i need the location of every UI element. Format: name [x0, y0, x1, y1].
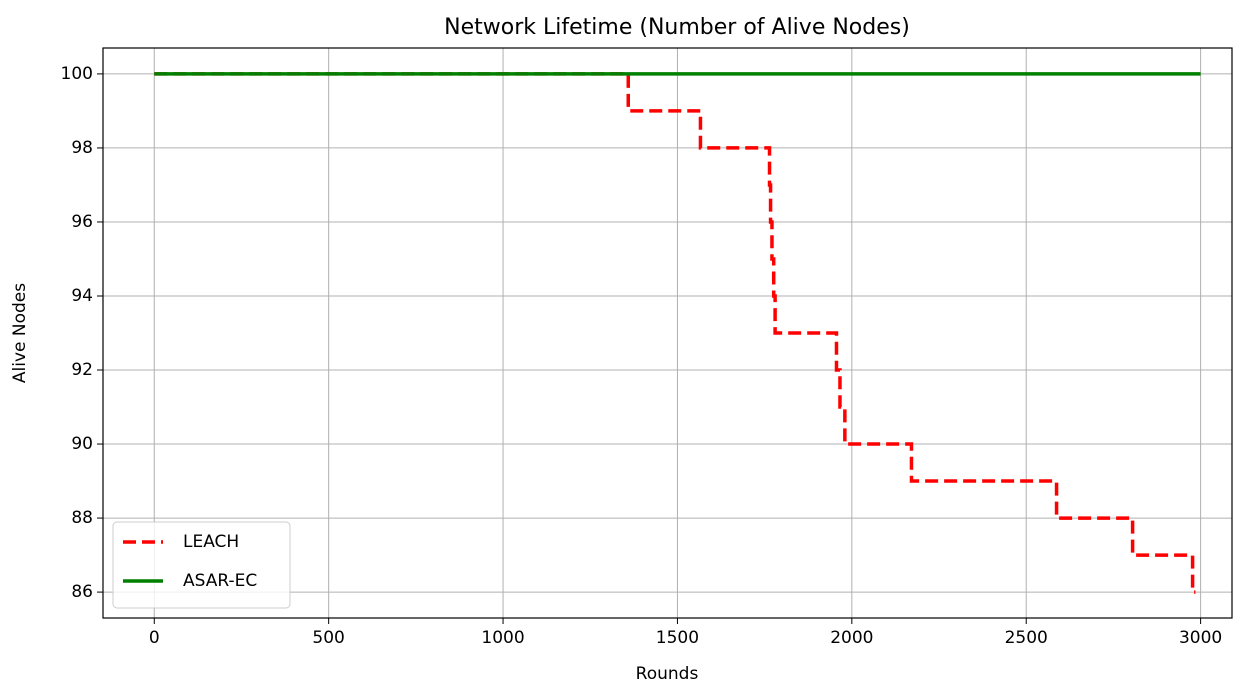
x-tick-label: 2500 [1005, 628, 1048, 648]
y-tick-label: 100 [61, 64, 93, 84]
x-tick-label: 0 [149, 628, 160, 648]
x-tick-label: 3000 [1179, 628, 1222, 648]
y-tick-label: 98 [71, 138, 93, 158]
y-tick-label: 88 [71, 508, 93, 528]
legend-box [112, 521, 291, 609]
x-tick-label: 2000 [830, 628, 873, 648]
x-axis-label: Rounds [636, 664, 699, 684]
y-tick-label: 96 [71, 212, 93, 232]
series-line [154, 72, 1196, 594]
plot-frame [102, 47, 1233, 619]
y-tick-label: 94 [71, 286, 93, 306]
chart-title: Network Lifetime (Number of Alive Nodes) [444, 15, 910, 40]
y-tick-label: 86 [71, 582, 93, 602]
legend-label: LEACH [183, 532, 239, 552]
y-axis-label: Alive Nodes [10, 283, 30, 383]
x-tick-label: 1000 [481, 628, 524, 648]
y-tick-label: 90 [71, 434, 93, 454]
y-tick-label: 92 [71, 360, 93, 380]
legend-label: ASAR-EC [183, 571, 257, 591]
x-tick-label: 500 [312, 628, 344, 648]
x-tick-label: 1500 [656, 628, 699, 648]
